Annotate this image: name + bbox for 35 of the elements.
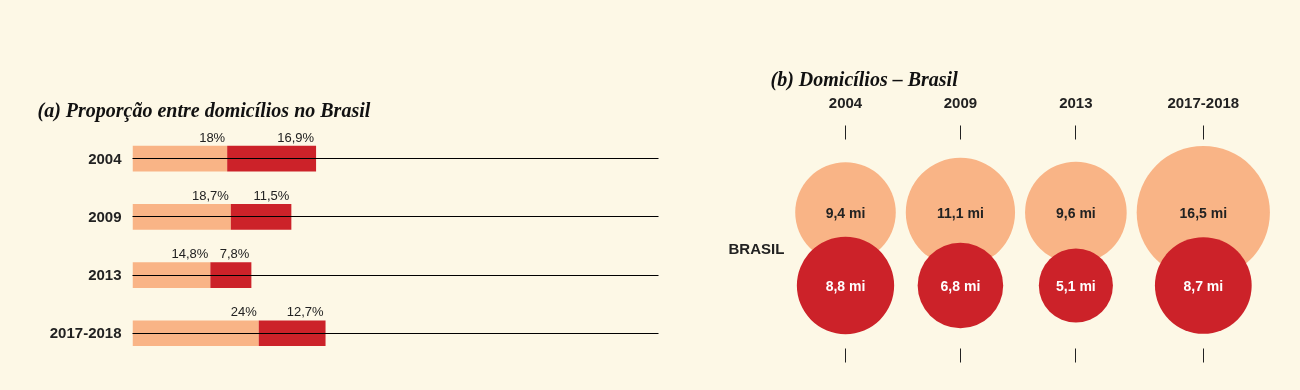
data-label: 24% <box>230 304 258 320</box>
data-label: 5,1 mi <box>1056 277 1096 294</box>
y-tick-label: 2013 <box>88 266 122 284</box>
y-tick-label: 2004 <box>88 149 123 167</box>
data-label: 7,8% <box>219 246 250 262</box>
data-label: 14,8% <box>171 246 209 262</box>
bar <box>230 204 292 230</box>
bar <box>132 262 211 288</box>
data-label: 6,8 mi <box>940 277 981 294</box>
y-tick-label: 2017-2018 <box>49 324 122 342</box>
data-label: 18,7% <box>192 187 230 203</box>
bar <box>210 262 252 288</box>
data-label: 9,4 mi <box>825 204 866 221</box>
data-label: 12,7% <box>286 304 324 320</box>
bar <box>132 145 228 172</box>
data-label: 9,6 mi <box>1056 204 1096 221</box>
text: (b) Domicílios – Brasil <box>770 67 959 91</box>
category-label: 2013 <box>1059 93 1093 111</box>
data-label: 11,1 mi <box>937 204 984 221</box>
bar <box>227 145 317 172</box>
category-label: 2017-2018 <box>1167 93 1240 111</box>
y-tick-label: 2009 <box>88 207 122 225</box>
category-label: 2004 <box>828 93 863 111</box>
data-label: 16,5 mi <box>1179 204 1228 221</box>
data-label: 18% <box>199 129 226 145</box>
bar <box>132 204 231 230</box>
data-label: 8,7 mi <box>1183 277 1224 294</box>
data-label: 11,5% <box>253 187 290 203</box>
bar <box>132 320 259 347</box>
bar <box>258 320 326 347</box>
data-label: 16,9% <box>277 129 315 145</box>
data-label: 8,8 mi <box>825 277 866 294</box>
chart-title: (a) Proporção entre domicílios no Brasil <box>37 98 371 122</box>
category-label: 2009 <box>943 93 978 111</box>
text: BRASIL <box>728 240 785 257</box>
